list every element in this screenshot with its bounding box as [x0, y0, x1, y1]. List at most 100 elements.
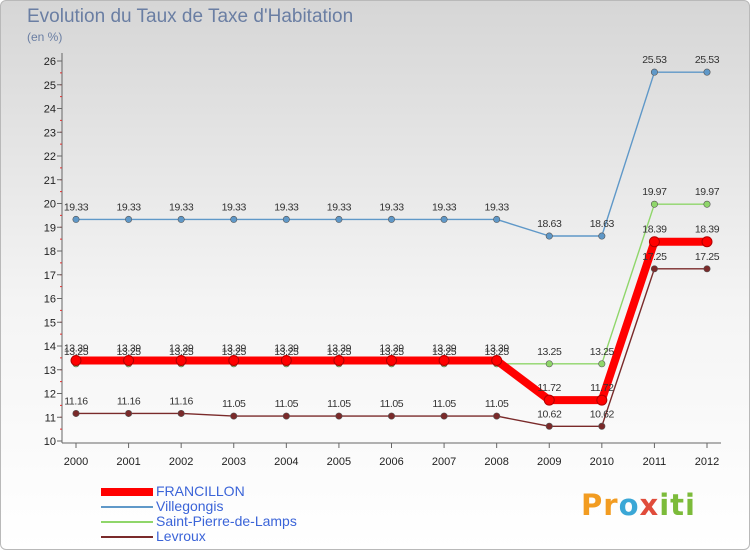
- data-label: 13.25: [537, 346, 562, 358]
- data-point: [123, 354, 135, 366]
- chart-legend: FRANCILLON Villegongis Saint-Pierre-de-Lam…: [101, 484, 401, 544]
- data-label: 10.62: [537, 408, 562, 420]
- data-point: [280, 354, 292, 366]
- legend-swatch: [101, 535, 153, 538]
- data-label: 13.39: [432, 342, 457, 354]
- x-tick-label: 2000: [64, 456, 88, 468]
- y-tick-label: 11: [45, 412, 56, 424]
- data-label: 13.25: [169, 346, 194, 358]
- data-label: 13.39: [327, 342, 352, 354]
- data-point: [545, 422, 553, 430]
- y-tick-label: 24: [44, 104, 56, 116]
- data-label: 19.33: [432, 201, 457, 213]
- y-tick-label: 19: [44, 222, 56, 234]
- data-point: [70, 354, 82, 366]
- x-tick-label: 2009: [537, 456, 561, 468]
- x-tick-label: 2006: [379, 456, 403, 468]
- data-label: 13.39: [274, 342, 299, 354]
- y-tick-label: 26: [44, 56, 56, 68]
- data-label: 11.16: [169, 395, 193, 407]
- data-point: [440, 215, 448, 223]
- data-label: 13.39: [64, 342, 89, 354]
- data-label: 13.39: [169, 342, 194, 354]
- data-label: 19.33: [169, 201, 194, 213]
- data-label: 19.33: [379, 201, 404, 213]
- legend-item: FRANCILLON: [101, 484, 401, 499]
- data-point: [230, 215, 238, 223]
- legend-label: Villegongis: [156, 498, 224, 514]
- x-tick-label: 2004: [274, 456, 298, 468]
- data-point: [177, 409, 185, 417]
- data-point: [493, 412, 501, 420]
- y-tick-label: 13: [44, 365, 56, 377]
- data-label: 18.63: [537, 218, 562, 230]
- proxiti-logo: Proxiti: [581, 488, 696, 522]
- data-label: 13.25: [222, 346, 247, 358]
- data-label: 11.05: [222, 398, 246, 410]
- legend-label: Levroux: [156, 528, 206, 544]
- data-label: 17.25: [695, 251, 720, 263]
- data-point: [386, 354, 397, 366]
- x-tick-label: 2010: [590, 456, 614, 468]
- data-label: 19.97: [642, 186, 667, 198]
- data-label: 13.39: [485, 342, 510, 354]
- chart-title: Evolution du Taux de Taxe d'Habitation: [27, 6, 354, 27]
- data-point: [175, 354, 187, 366]
- y-tick-label: 12: [44, 389, 56, 401]
- data-label: 13.25: [274, 346, 299, 358]
- data-label: 19.33: [485, 201, 510, 213]
- data-point: [335, 412, 343, 420]
- data-point: [440, 412, 448, 420]
- data-point: [125, 409, 133, 417]
- data-label: 25.53: [642, 54, 667, 66]
- y-tick-label: 10: [44, 436, 56, 448]
- data-label: 11.05: [275, 398, 299, 410]
- data-label: 18.39: [642, 224, 667, 236]
- data-point: [545, 360, 553, 368]
- legend-item: Villegongis: [101, 499, 401, 514]
- data-label: 13.39: [222, 342, 247, 354]
- data-point: [228, 354, 240, 366]
- data-point: [650, 200, 658, 208]
- data-label: 11.16: [64, 395, 88, 407]
- legend-item: Levroux: [101, 529, 401, 544]
- data-point: [703, 68, 711, 76]
- data-label: 13.25: [485, 346, 510, 358]
- data-label: 13.25: [379, 346, 404, 358]
- data-point: [282, 215, 290, 223]
- data-point: [650, 265, 658, 273]
- logo-part: o: [618, 488, 640, 522]
- y-tick-label: 17: [44, 270, 56, 282]
- data-label: 11.05: [327, 398, 351, 410]
- data-label: 18.63: [590, 218, 615, 230]
- x-tick-label: 2003: [222, 456, 246, 468]
- legend-swatch: [101, 520, 153, 523]
- x-tick-label: 2008: [484, 456, 508, 468]
- data-label: 17.25: [642, 251, 667, 263]
- data-point: [598, 422, 606, 430]
- data-point: [491, 354, 503, 366]
- data-label: 19.33: [116, 201, 141, 213]
- x-tick-label: 2005: [327, 456, 351, 468]
- data-point: [701, 236, 713, 248]
- data-point: [72, 215, 80, 223]
- logo-part: Pr: [581, 488, 619, 522]
- x-tick-label: 2012: [695, 456, 719, 468]
- data-point: [545, 232, 553, 240]
- data-point: [230, 412, 238, 420]
- y-tick-label: 15: [44, 317, 56, 329]
- data-label: 13.25: [327, 346, 352, 358]
- data-point: [333, 354, 345, 366]
- data-label: 13.25: [64, 346, 89, 358]
- data-label: 19.33: [222, 201, 247, 213]
- y-unit-label: (en %): [27, 30, 63, 44]
- data-point: [543, 394, 555, 406]
- data-label: 11.16: [117, 395, 141, 407]
- logo-part: x: [639, 488, 660, 522]
- data-point: [335, 215, 343, 223]
- y-tick-label: 21: [44, 175, 56, 187]
- data-point: [387, 412, 395, 420]
- data-label: 18.39: [695, 224, 720, 236]
- data-point: [596, 394, 608, 406]
- data-point: [493, 215, 501, 223]
